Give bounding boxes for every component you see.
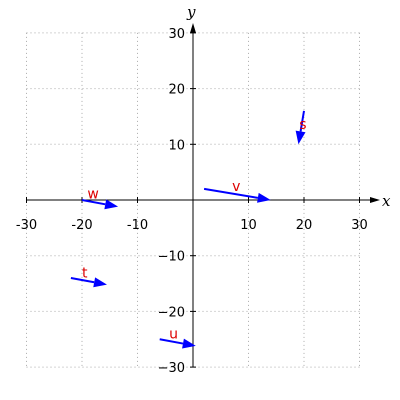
vector-shaft bbox=[159, 338, 184, 345]
vector-shaft bbox=[81, 199, 106, 206]
vector-label: v bbox=[232, 179, 240, 195]
y-tick-label: 10 bbox=[168, 138, 185, 153]
vector-w: w bbox=[81, 186, 119, 210]
vector-u: u bbox=[159, 327, 196, 349]
vector-shaft bbox=[70, 276, 95, 284]
vector-v: v bbox=[203, 179, 271, 203]
vector-label: s bbox=[299, 117, 306, 133]
tick-labels: -30 -20 -10 10 20 30 −30 −20 −10 10 20 30 bbox=[16, 27, 368, 376]
x-axis-arrowhead bbox=[370, 197, 380, 203]
vector-shaft bbox=[203, 187, 259, 199]
axes: x y bbox=[26, 3, 391, 368]
vector-shaft bbox=[299, 110, 305, 132]
vector-arrowhead bbox=[104, 199, 119, 210]
y-axis-label: y bbox=[186, 3, 196, 21]
vector-arrowhead bbox=[257, 192, 271, 203]
x-tick-label: -10 bbox=[127, 218, 148, 233]
x-tick-label: 30 bbox=[351, 218, 368, 233]
y-axis-arrowhead bbox=[190, 23, 196, 33]
vectors: w v s t u bbox=[70, 110, 307, 349]
x-tick-label: 10 bbox=[240, 218, 257, 233]
vector-label: t bbox=[82, 265, 88, 281]
vector-t: t bbox=[70, 265, 107, 288]
y-tick-label: −20 bbox=[158, 305, 185, 320]
x-tick-label: -20 bbox=[71, 218, 92, 233]
y-tick-label: 30 bbox=[168, 27, 185, 42]
vector-s: s bbox=[295, 110, 307, 145]
x-tick-label: 20 bbox=[296, 218, 313, 233]
vector-arrowhead bbox=[295, 130, 306, 145]
y-tick-label: 20 bbox=[168, 83, 185, 98]
vector-label: u bbox=[169, 327, 178, 343]
x-axis-label: x bbox=[382, 192, 391, 210]
vector-label: w bbox=[87, 186, 98, 202]
x-tick-label: -30 bbox=[16, 218, 37, 233]
vector-arrowhead bbox=[182, 338, 196, 349]
y-tick-label: −30 bbox=[158, 361, 185, 376]
vector-arrowhead bbox=[93, 277, 107, 288]
y-tick-label: −10 bbox=[158, 250, 185, 265]
